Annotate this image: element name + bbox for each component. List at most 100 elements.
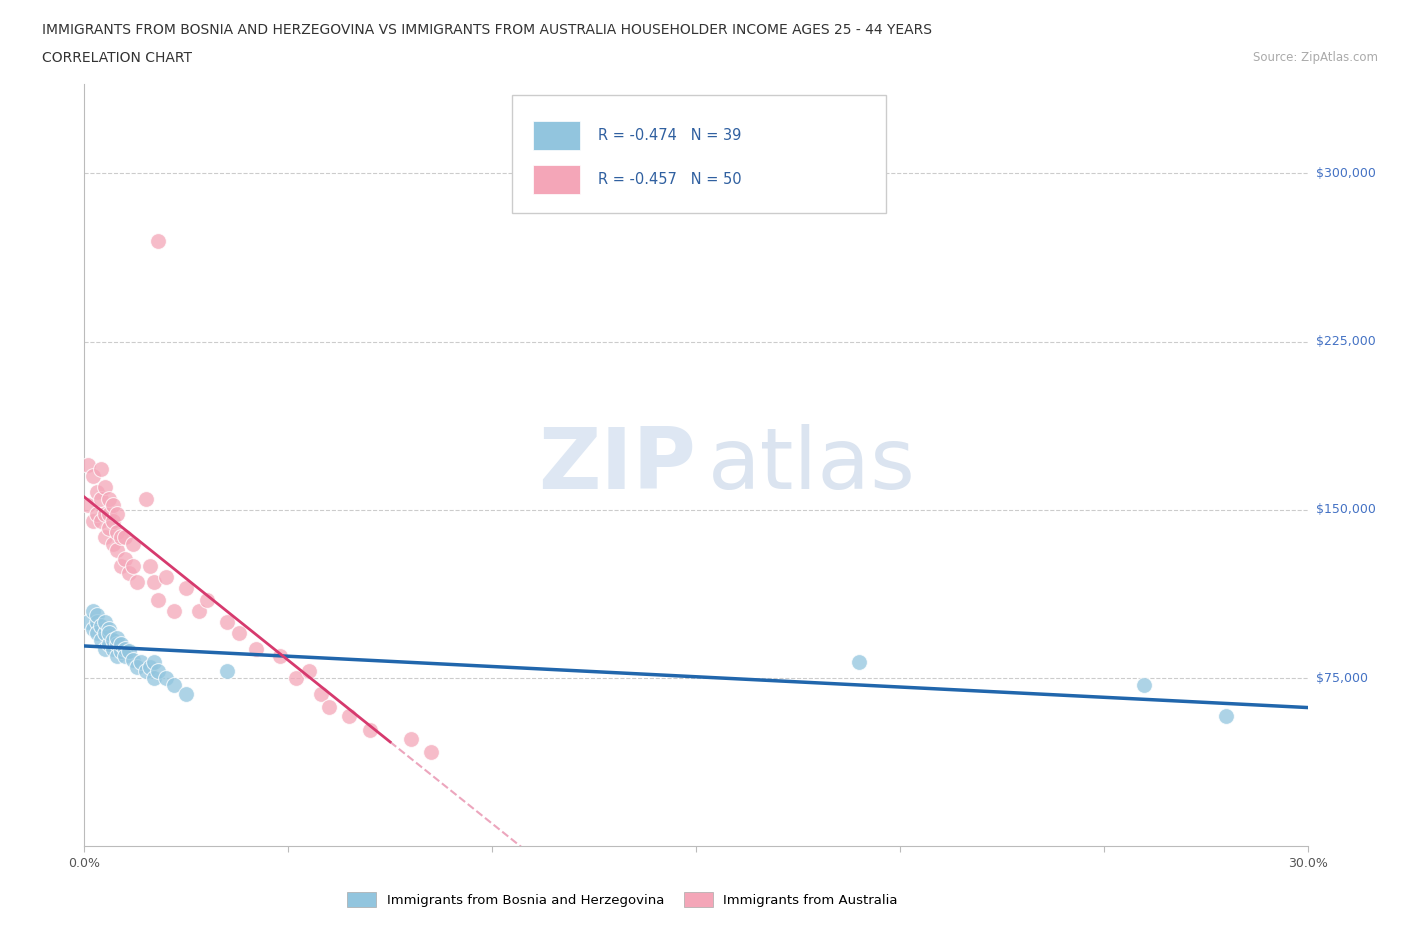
Point	[174, 686, 197, 701]
Point	[82, 621, 104, 636]
Point	[309, 686, 332, 701]
Point	[110, 529, 132, 544]
Point	[359, 723, 381, 737]
Point	[82, 604, 104, 618]
Point	[118, 644, 141, 658]
Point	[131, 655, 153, 670]
Point	[110, 637, 132, 652]
Point	[174, 581, 197, 596]
Point	[146, 664, 169, 679]
Point	[93, 480, 115, 495]
Point	[90, 619, 112, 634]
Point	[155, 570, 177, 585]
Point	[127, 659, 149, 674]
Text: $150,000: $150,000	[1316, 503, 1376, 516]
Point	[163, 604, 186, 618]
Point	[146, 233, 169, 248]
Point	[122, 653, 145, 668]
Point	[90, 462, 112, 477]
Point	[187, 604, 209, 618]
Point	[420, 745, 443, 760]
Text: $225,000: $225,000	[1316, 335, 1375, 348]
Point	[105, 525, 128, 539]
Point	[285, 671, 308, 685]
Point	[97, 507, 120, 522]
Point	[93, 507, 115, 522]
Text: IMMIGRANTS FROM BOSNIA AND HERZEGOVINA VS IMMIGRANTS FROM AUSTRALIA HOUSEHOLDER : IMMIGRANTS FROM BOSNIA AND HERZEGOVINA V…	[42, 23, 932, 37]
Point	[86, 615, 108, 630]
Point	[110, 644, 132, 658]
Point	[142, 655, 165, 670]
Point	[97, 621, 120, 636]
Point	[1133, 677, 1156, 692]
Point	[217, 615, 239, 630]
Point	[298, 664, 321, 679]
Point	[135, 664, 157, 679]
Point	[97, 626, 120, 641]
Point	[86, 608, 108, 623]
Point	[155, 671, 177, 685]
Point	[101, 536, 124, 551]
Point	[90, 513, 112, 528]
Legend: Immigrants from Bosnia and Herzegovina, Immigrants from Australia: Immigrants from Bosnia and Herzegovina, …	[342, 886, 903, 912]
Point	[77, 615, 100, 630]
Point	[101, 513, 124, 528]
Point	[848, 655, 870, 670]
Point	[146, 592, 169, 607]
Point	[127, 574, 149, 589]
Text: $75,000: $75,000	[1316, 671, 1368, 684]
Point	[97, 521, 120, 536]
Point	[138, 659, 160, 674]
Text: Source: ZipAtlas.com: Source: ZipAtlas.com	[1253, 51, 1378, 64]
Point	[97, 491, 120, 506]
Point	[77, 498, 100, 512]
Point	[101, 632, 124, 647]
Point	[86, 485, 108, 499]
Point	[269, 648, 291, 663]
Point	[399, 731, 422, 746]
Point	[105, 507, 128, 522]
Point	[195, 592, 218, 607]
Point	[90, 632, 112, 647]
Point	[318, 699, 340, 714]
Point	[105, 631, 128, 645]
Text: R = -0.457   N = 50: R = -0.457 N = 50	[598, 171, 742, 187]
Point	[217, 664, 239, 679]
Point	[77, 458, 100, 472]
Point	[105, 648, 128, 663]
Point	[90, 491, 112, 506]
Point	[105, 543, 128, 558]
Text: R = -0.474   N = 39: R = -0.474 N = 39	[598, 128, 741, 143]
Point	[101, 642, 124, 657]
Point	[228, 626, 250, 641]
Point	[114, 529, 136, 544]
FancyBboxPatch shape	[512, 95, 886, 213]
Point	[82, 469, 104, 484]
Point	[339, 709, 360, 724]
Point	[118, 565, 141, 580]
FancyBboxPatch shape	[533, 165, 579, 193]
Point	[114, 551, 136, 566]
Text: CORRELATION CHART: CORRELATION CHART	[42, 51, 193, 65]
Point	[135, 491, 157, 506]
Text: ZIP: ZIP	[538, 423, 696, 507]
FancyBboxPatch shape	[533, 121, 579, 150]
Point	[1215, 709, 1237, 724]
Point	[122, 559, 145, 574]
Point	[86, 507, 108, 522]
Text: atlas: atlas	[709, 423, 917, 507]
Point	[142, 671, 165, 685]
Point	[114, 642, 136, 657]
Point	[93, 626, 115, 641]
Point	[82, 513, 104, 528]
Point	[97, 637, 120, 652]
Point	[122, 536, 145, 551]
Point	[93, 642, 115, 657]
Point	[101, 498, 124, 512]
Point	[142, 574, 165, 589]
Text: $300,000: $300,000	[1316, 166, 1376, 179]
Point	[245, 642, 267, 657]
Point	[86, 626, 108, 641]
Point	[93, 529, 115, 544]
Point	[105, 637, 128, 652]
